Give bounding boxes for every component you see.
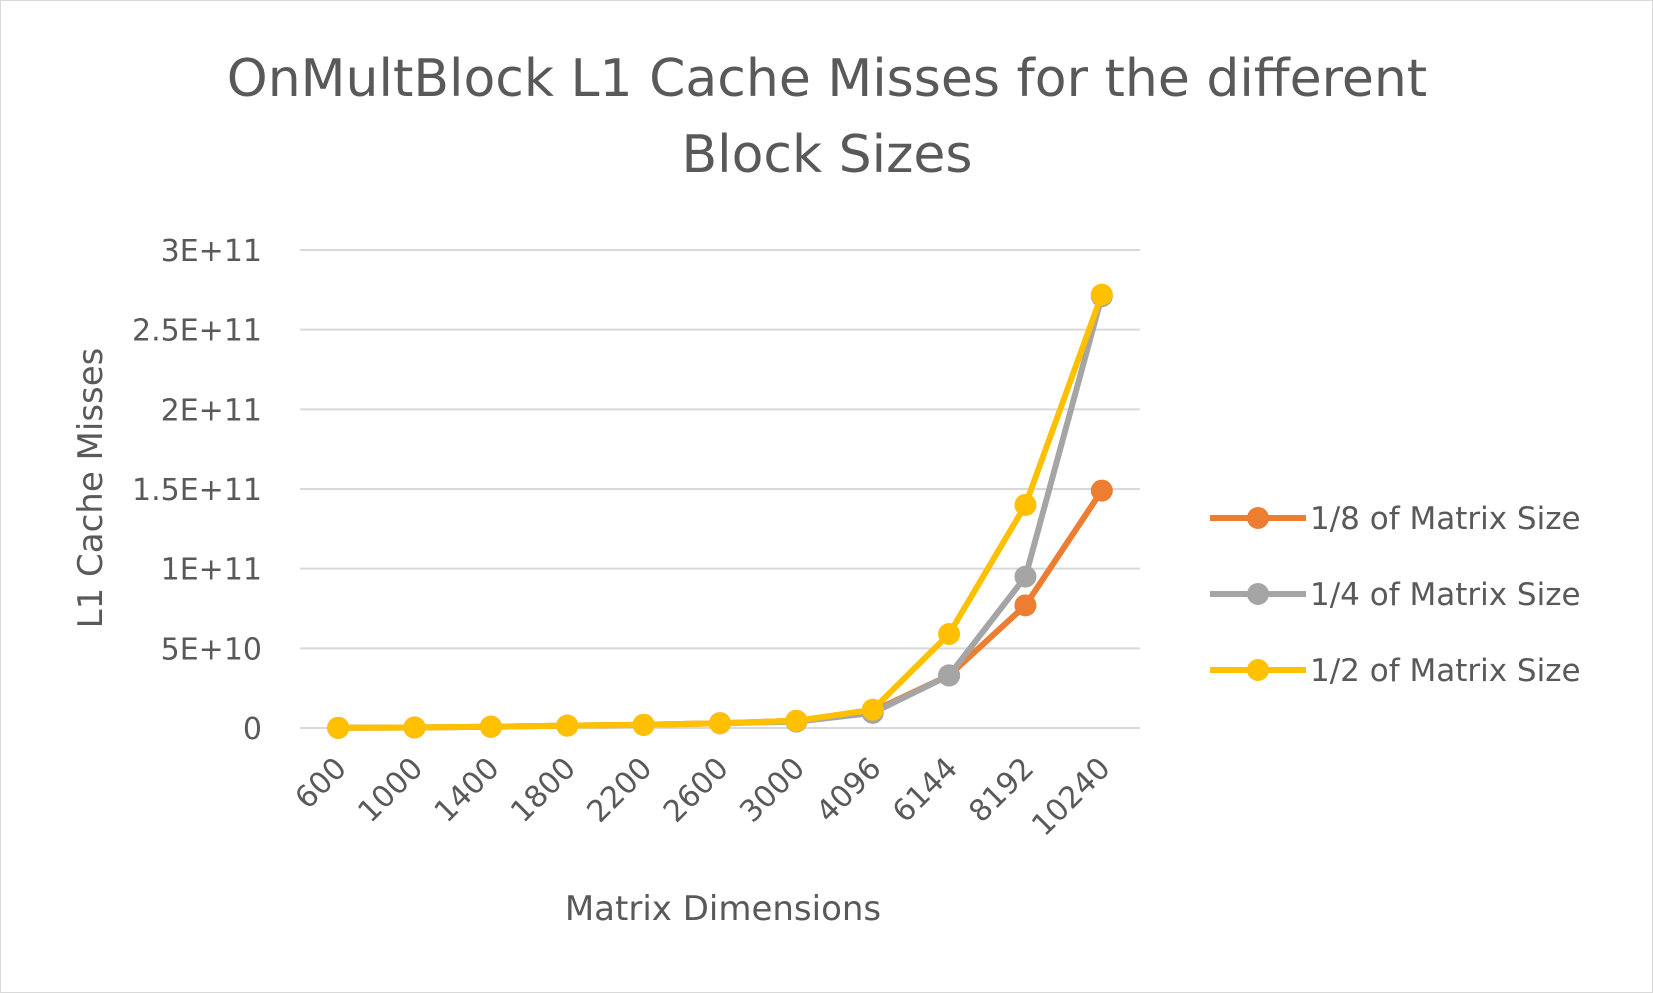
y-tick-label: 1E+11: [161, 553, 262, 588]
data-point: [403, 716, 426, 739]
y-tick-label: 2.5E+11: [132, 314, 262, 349]
x-tick-label: 2200: [581, 751, 660, 830]
y-axis-title: L1 Cache Misses: [71, 348, 111, 629]
x-tick-label: 10240: [1025, 751, 1117, 843]
data-point: [479, 715, 502, 738]
legend-label: 1/4 of Matrix Size: [1310, 577, 1581, 613]
data-point: [709, 712, 731, 735]
series-line: [335, 291, 1105, 731]
x-tick-label: 4096: [810, 751, 889, 830]
legend-label: 1/8 of Matrix Size: [1310, 501, 1581, 537]
legend-label: 1/2 of Matrix Size: [1310, 653, 1581, 689]
x-tick-label: 3000: [733, 751, 812, 830]
data-point: [938, 622, 961, 645]
x-tick-label: 6144: [886, 751, 965, 830]
x-tick-label: 1400: [428, 751, 507, 830]
x-tick-label: 2600: [657, 751, 736, 830]
legend-swatch-marker: [1247, 507, 1269, 529]
gridlines: [300, 249, 1140, 729]
data-point: [632, 713, 655, 736]
legend: 1/8 of Matrix Size 1/4 of Matrix Size 1/2 …: [1210, 501, 1581, 689]
series-line: [335, 293, 1105, 731]
series-3: [327, 283, 1113, 739]
y-tick-label: 3E+11: [161, 234, 262, 269]
data-point: [861, 698, 884, 721]
legend-swatch-marker: [1247, 659, 1269, 681]
data-point: [785, 709, 808, 732]
series-2: [327, 285, 1113, 739]
data-point: [327, 716, 350, 739]
series-line: [335, 487, 1105, 731]
x-tick-label: 600: [289, 751, 354, 816]
y-tick-label: 5E+10: [161, 632, 262, 667]
y-axis-ticks: 0 5E+10 1E+11 1.5E+11 2E+11 2.5E+11 3E+11: [132, 234, 262, 747]
legend-item: 1/2 of Matrix Size: [1210, 653, 1581, 689]
data-point: [1090, 479, 1113, 502]
y-tick-label: 0: [243, 712, 262, 747]
data-point: [1014, 493, 1037, 516]
chart-title-line-1: OnMultBlock L1 Cache Misses for the diff…: [227, 49, 1427, 109]
x-axis-ticks: 6001000140018002200260030004096614481921…: [289, 751, 1118, 843]
data-point: [1014, 594, 1037, 617]
data-point: [556, 714, 579, 737]
chart-title-line-2: Block Sizes: [681, 125, 972, 185]
x-tick-label: 1000: [351, 751, 430, 830]
x-tick-label: 1800: [504, 751, 583, 830]
data-point: [1090, 283, 1113, 306]
y-tick-label: 2E+11: [161, 393, 262, 428]
data-point: [1014, 565, 1037, 588]
data-point: [938, 664, 961, 687]
legend-item: 1/8 of Matrix Size: [1210, 501, 1581, 537]
x-axis-title: Matrix Dimensions: [565, 889, 881, 929]
series-1: [327, 479, 1113, 739]
y-tick-label: 1.5E+11: [132, 473, 262, 508]
series-group: [327, 283, 1113, 739]
legend-swatch-marker: [1247, 583, 1269, 605]
legend-item: 1/4 of Matrix Size: [1210, 577, 1581, 613]
